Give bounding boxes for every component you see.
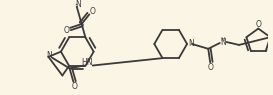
Text: O: O xyxy=(63,26,69,35)
Text: S: S xyxy=(79,19,84,28)
Text: O: O xyxy=(255,20,261,29)
Text: H: H xyxy=(220,37,225,42)
Text: N: N xyxy=(220,38,225,48)
Text: N: N xyxy=(188,39,194,48)
Text: O: O xyxy=(72,82,77,91)
Text: HN: HN xyxy=(81,58,93,67)
Text: O: O xyxy=(207,63,213,72)
Text: N: N xyxy=(75,0,81,9)
Text: N: N xyxy=(46,51,52,60)
Text: O: O xyxy=(89,7,95,16)
